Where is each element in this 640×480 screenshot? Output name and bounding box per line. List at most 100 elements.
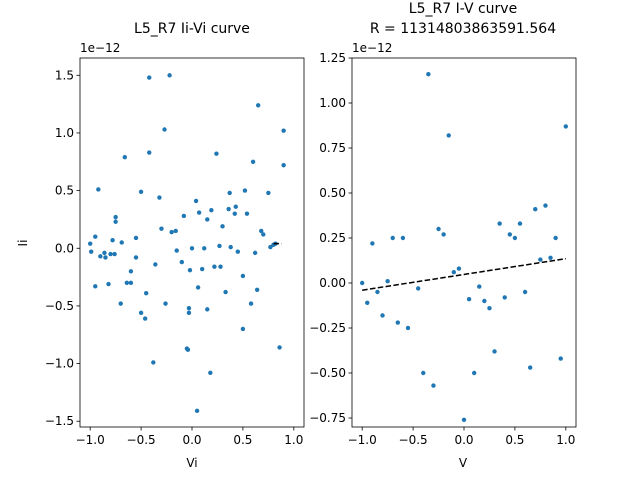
left-data-point (214, 151, 219, 156)
left-y-tick-label: −1.0 (45, 357, 74, 371)
left-y-tick-label: 1.5 (55, 68, 74, 82)
left-data-point (209, 208, 214, 213)
left-data-point (185, 347, 191, 352)
right-fit-line (362, 257, 566, 291)
right-data-point (543, 203, 548, 208)
left-x-axis-label: Vi (186, 456, 197, 470)
left-data-point (254, 287, 260, 292)
left-data-point (113, 214, 118, 220)
right-data-point (446, 133, 451, 138)
right-y-offset-text: 1e−12 (352, 41, 392, 55)
right-data-points (359, 72, 569, 422)
left-data-point (106, 281, 111, 287)
left-data-point (110, 237, 115, 243)
right-x-tick-label: 0.0 (454, 433, 473, 447)
left-data-point (147, 75, 152, 80)
left-x-tick-label: −0.5 (127, 433, 156, 447)
left-data-point (248, 301, 254, 306)
right-data-point (380, 313, 385, 318)
left-data-point (205, 217, 210, 222)
right-data-point (466, 297, 472, 302)
right-data-point (405, 325, 411, 331)
left-data-point (133, 255, 139, 260)
right-data-point (533, 207, 538, 212)
left-data-point (281, 163, 286, 168)
left-data-point (202, 246, 207, 251)
left-y-tick-label: −1.5 (45, 414, 74, 428)
right-data-point (431, 383, 436, 388)
right-data-point (370, 241, 375, 246)
left-data-point (173, 228, 178, 234)
right-data-point (497, 221, 502, 226)
left-data-point (261, 232, 266, 237)
left-data-point (218, 264, 223, 269)
left-data-point (179, 259, 185, 265)
left-data-point (98, 254, 103, 259)
right-data-point (456, 266, 462, 271)
left-data-point (162, 127, 167, 132)
left-data-point (181, 213, 187, 219)
left-data-point (186, 310, 192, 316)
left-data-point (124, 280, 130, 286)
right-data-point (553, 235, 558, 241)
left-data-point (128, 280, 134, 286)
right-data-point (527, 365, 533, 370)
right-data-point (538, 257, 543, 262)
right-data-point (563, 124, 569, 129)
left-data-point (174, 248, 179, 253)
left-data-point (87, 241, 93, 246)
right-data-point (436, 226, 441, 232)
left-data-point (240, 326, 246, 332)
left-data-point (167, 73, 172, 78)
right-data-point (365, 300, 370, 305)
left-y-axis-label: Ii (16, 240, 30, 247)
right-y-tick-label: 0.75 (319, 141, 346, 155)
right-data-point (395, 320, 401, 325)
right-x-tick-label: 0.5 (505, 433, 524, 447)
left-data-point (138, 310, 144, 316)
left-data-point (93, 284, 98, 289)
right-data-point (492, 349, 497, 354)
left-data-point (103, 255, 108, 260)
left-data-point (142, 316, 148, 321)
right-data-point (461, 417, 467, 422)
right-data-point (385, 279, 390, 284)
left-data-point (189, 246, 195, 251)
left-data-point (128, 269, 134, 274)
left-data-point (138, 189, 144, 194)
right-data-point (517, 221, 523, 226)
left-data-point (143, 291, 149, 296)
right-chart-title: L5_R7 I-V curve (409, 1, 517, 17)
right-y-tick-label: −0.75 (309, 411, 346, 425)
left-data-point (159, 226, 164, 231)
right-y-tick-label: 0.50 (319, 186, 346, 200)
left-x-tick-label: 1.0 (284, 433, 303, 447)
left-data-point (268, 244, 273, 250)
left-y-tick-label: −0.5 (45, 299, 74, 313)
left-x-tick-label: 0.0 (182, 433, 201, 447)
right-data-point (548, 255, 553, 260)
right-subplot: L5_R7 I-V curve R = 11314803863591.564 1… (309, 1, 577, 470)
left-data-point (255, 103, 261, 108)
left-data-point (93, 234, 98, 239)
left-data-point (226, 206, 231, 212)
left-data-point (112, 251, 117, 257)
left-data-point (277, 345, 282, 350)
left-data-point (240, 273, 246, 279)
right-data-point (400, 235, 406, 241)
left-data-point (147, 150, 152, 155)
left-data-point (205, 307, 210, 312)
left-data-point (212, 264, 217, 269)
left-data-point (252, 250, 258, 256)
right-y-tick-label: 0.00 (319, 276, 346, 290)
left-data-point (235, 249, 241, 254)
right-y-tick-label: −0.25 (309, 321, 346, 335)
left-data-point (186, 306, 192, 311)
left-data-point (169, 229, 174, 235)
left-data-point (227, 190, 232, 196)
left-data-point (118, 301, 123, 306)
right-data-point (441, 232, 446, 237)
left-data-point (194, 408, 200, 414)
